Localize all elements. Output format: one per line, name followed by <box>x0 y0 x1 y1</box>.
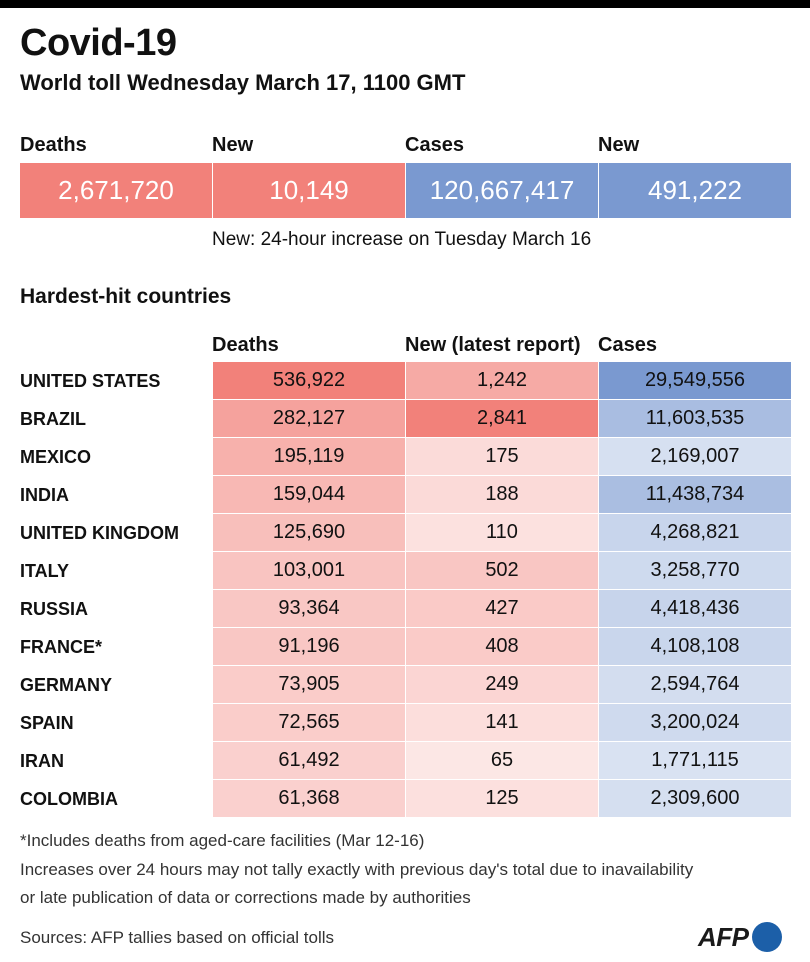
table-row: SPAIN 72,565 141 3,200,024 <box>0 704 810 742</box>
new-cell: 65 <box>406 742 598 779</box>
deaths-cell: 61,492 <box>213 742 405 779</box>
country-name: RUSSIA <box>20 599 89 619</box>
country-name: ITALY <box>20 561 70 581</box>
afp-logo: AFP <box>698 920 782 954</box>
table-row: INDIA 159,044 188 11,438,734 <box>0 476 810 514</box>
new-cell: 188 <box>406 476 598 513</box>
cases-cell: 3,258,770 <box>599 552 791 589</box>
summary-deaths-value: 2,671,720 <box>20 163 212 218</box>
new-cell: 1,242 <box>406 362 598 399</box>
sources: Sources: AFP tallies based on official t… <box>20 928 335 947</box>
table-row: UNITED KINGDOM 125,690 110 4,268,821 <box>0 514 810 552</box>
country-name: UNITED STATES <box>20 371 161 391</box>
country-name: BRAZIL <box>20 409 86 429</box>
top-bar <box>0 0 810 8</box>
footnote-aged-care: *Includes deaths from aged-care faciliti… <box>20 831 425 850</box>
cases-cell: 2,169,007 <box>599 438 791 475</box>
cases-cell: 11,603,535 <box>599 400 791 437</box>
column-header-new: New (latest report) <box>405 334 581 356</box>
cases-cell: 2,594,764 <box>599 666 791 703</box>
deaths-cell: 125,690 <box>213 514 405 551</box>
summary-note: New: 24-hour increase on Tuesday March 1… <box>212 229 592 250</box>
deaths-cell: 282,127 <box>213 400 405 437</box>
new-cell: 249 <box>406 666 598 703</box>
cases-cell: 2,309,600 <box>599 780 791 817</box>
deaths-cell: 536,922 <box>213 362 405 399</box>
new-cell: 110 <box>406 514 598 551</box>
table-row: ITALY 103,001 502 3,258,770 <box>0 552 810 590</box>
table-row: BRAZIL 282,127 2,841 11,603,535 <box>0 400 810 438</box>
page-subtitle: World toll Wednesday March 17, 1100 GMT <box>20 70 466 95</box>
deaths-cell: 103,001 <box>213 552 405 589</box>
new-cell: 175 <box>406 438 598 475</box>
new-cell: 408 <box>406 628 598 665</box>
page-title: Covid-19 <box>20 22 177 64</box>
country-name: UNITED KINGDOM <box>20 523 179 543</box>
table-title: Hardest-hit countries <box>20 285 232 308</box>
table-row: RUSSIA 93,364 427 4,418,436 <box>0 590 810 628</box>
deaths-cell: 195,119 <box>213 438 405 475</box>
deaths-cell: 73,905 <box>213 666 405 703</box>
summary-new-deaths-value: 10,149 <box>213 163 405 218</box>
summary-label-new-cases: New <box>598 134 640 156</box>
table-row: FRANCE* 91,196 408 4,108,108 <box>0 628 810 666</box>
caveat-line-2: or late publication of data or correctio… <box>20 888 471 907</box>
summary-new-cases-value: 491,222 <box>599 163 791 218</box>
new-cell: 502 <box>406 552 598 589</box>
deaths-cell: 72,565 <box>213 704 405 741</box>
cases-cell: 1,771,115 <box>599 742 791 779</box>
deaths-cell: 159,044 <box>213 476 405 513</box>
country-name: SPAIN <box>20 713 74 733</box>
table-row: UNITED STATES 536,922 1,242 29,549,556 <box>0 362 810 400</box>
column-header-deaths: Deaths <box>212 334 279 356</box>
summary-label-new-deaths: New <box>212 134 254 156</box>
cases-cell: 4,268,821 <box>599 514 791 551</box>
caveat-line-1: Increases over 24 hours may not tally ex… <box>20 860 694 879</box>
table-row: IRAN 61,492 65 1,771,115 <box>0 742 810 780</box>
table-row: COLOMBIA 61,368 125 2,309,600 <box>0 780 810 818</box>
country-name: COLOMBIA <box>20 789 118 809</box>
cases-cell: 29,549,556 <box>599 362 791 399</box>
cases-cell: 11,438,734 <box>599 476 791 513</box>
summary-cases-value: 120,667,417 <box>406 163 598 218</box>
country-name: MEXICO <box>20 447 92 467</box>
deaths-cell: 93,364 <box>213 590 405 627</box>
column-header-cases: Cases <box>598 334 657 356</box>
new-cell: 141 <box>406 704 598 741</box>
summary-label-cases: Cases <box>405 134 464 156</box>
new-cell: 2,841 <box>406 400 598 437</box>
afp-globe-icon <box>751 922 782 952</box>
table-row: MEXICO 195,119 175 2,169,007 <box>0 438 810 476</box>
cases-cell: 4,418,436 <box>599 590 791 627</box>
country-name: INDIA <box>20 485 69 505</box>
afp-logo-text: AFP <box>698 921 749 952</box>
country-name: IRAN <box>20 751 64 771</box>
deaths-cell: 91,196 <box>213 628 405 665</box>
country-name: GERMANY <box>20 675 113 695</box>
table-row: GERMANY 73,905 249 2,594,764 <box>0 666 810 704</box>
deaths-cell: 61,368 <box>213 780 405 817</box>
new-cell: 427 <box>406 590 598 627</box>
cases-cell: 4,108,108 <box>599 628 791 665</box>
new-cell: 125 <box>406 780 598 817</box>
cases-cell: 3,200,024 <box>599 704 791 741</box>
country-name: FRANCE* <box>20 637 103 657</box>
summary-label-deaths: Deaths <box>20 134 87 156</box>
